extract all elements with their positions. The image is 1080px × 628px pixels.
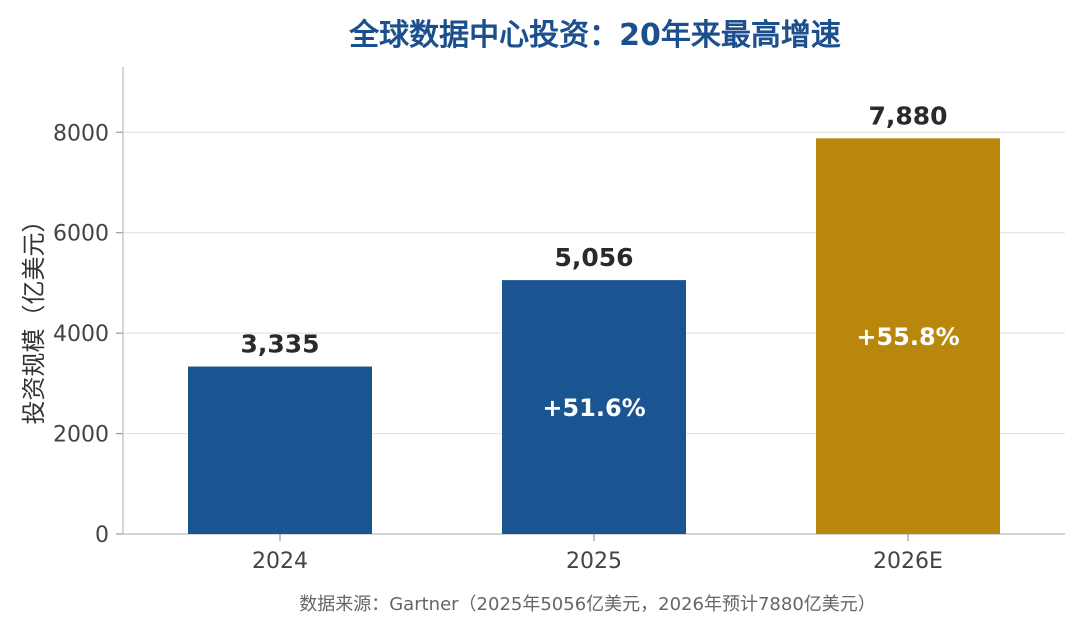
bar-2025 xyxy=(502,280,686,534)
bar-2024 xyxy=(188,366,372,534)
y-tick-label: 2000 xyxy=(53,423,109,448)
source-note: 数据来源：Gartner（2025年5056亿美元，2026年预计7880亿美元… xyxy=(299,594,876,615)
y-tick-label: 0 xyxy=(95,523,109,548)
growth-label: +51.6% xyxy=(542,394,645,422)
x-tick-label: 2026E xyxy=(873,549,943,574)
x-tick-label: 2024 xyxy=(252,549,308,574)
chart-title: 全球数据中心投资：20年来最高增速 xyxy=(349,18,841,53)
data-label: 3,335 xyxy=(240,330,319,359)
y-tick-label: 4000 xyxy=(53,322,109,347)
y-axis-label: 投资规模（亿美元） xyxy=(20,209,48,425)
y-tick-label: 8000 xyxy=(53,121,109,146)
growth-label: +55.8% xyxy=(856,323,959,351)
data-label: 5,056 xyxy=(554,243,633,272)
y-tick-label: 6000 xyxy=(53,222,109,247)
data-label: 7,880 xyxy=(868,101,947,130)
bar-2026E xyxy=(816,138,1000,535)
x-tick-label: 2025 xyxy=(566,549,622,574)
